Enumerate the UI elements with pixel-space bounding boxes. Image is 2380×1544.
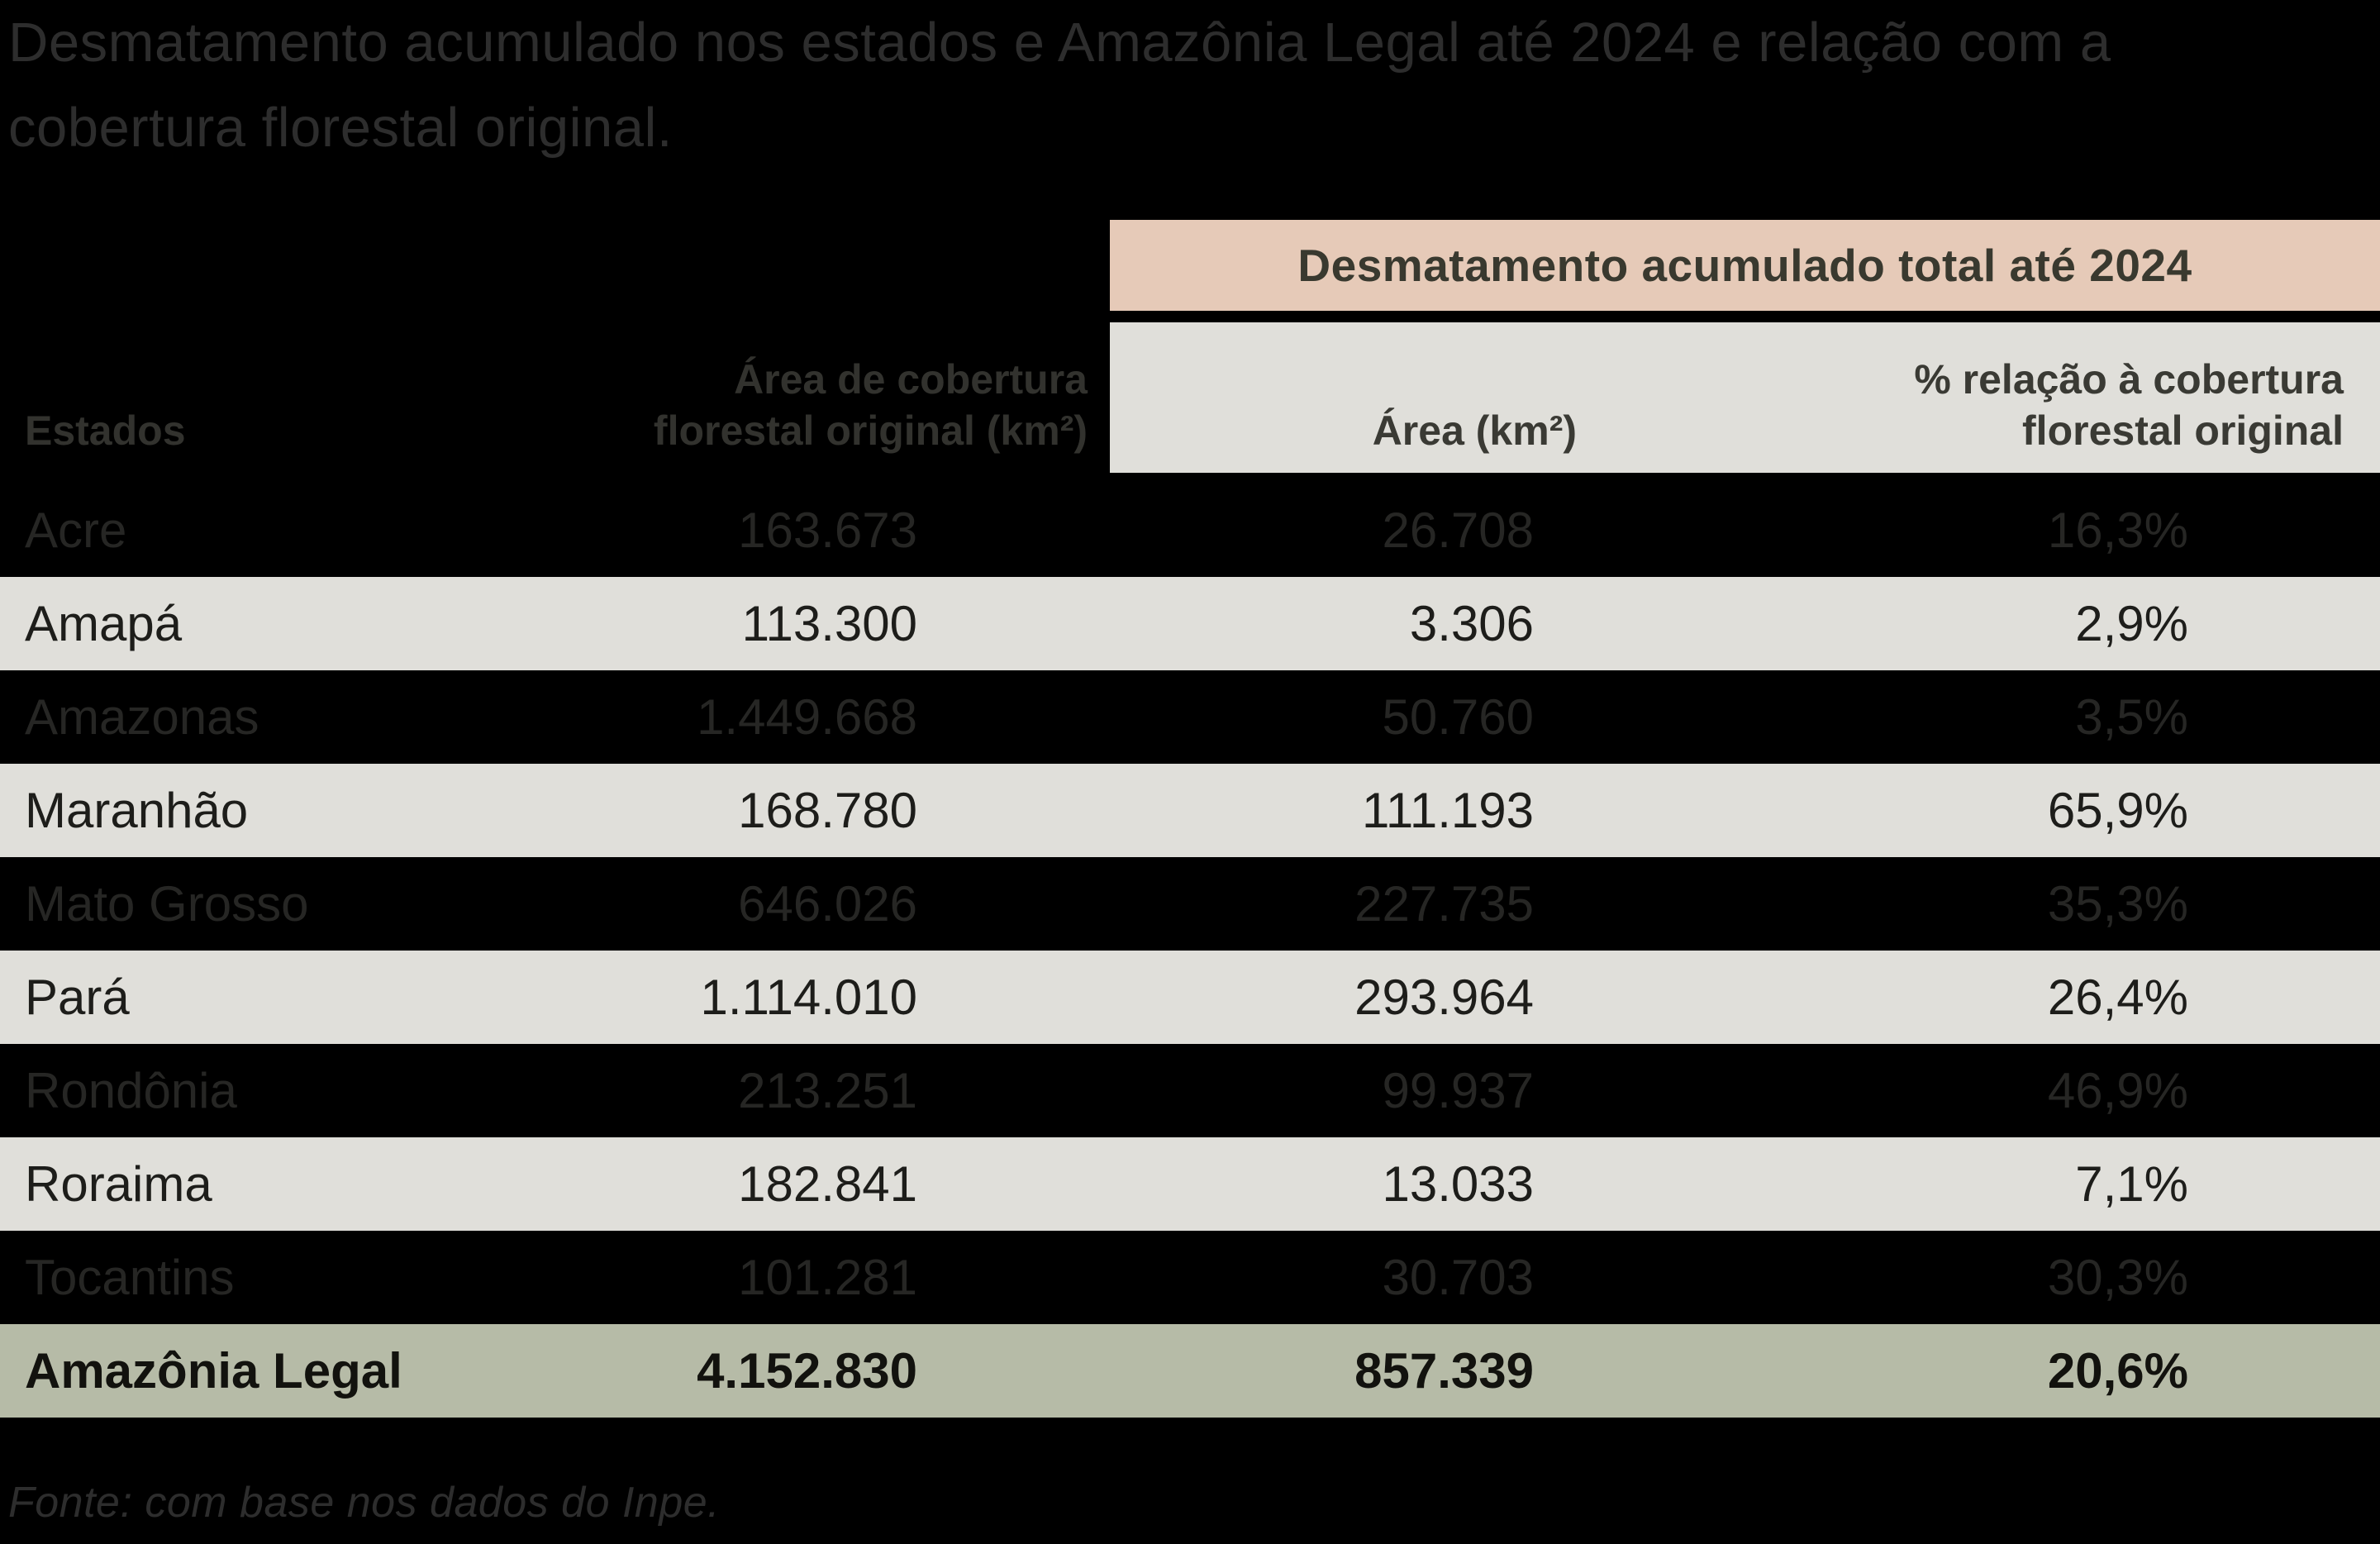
table-row-para: Pará 1.114.010 293.964 26,4%	[0, 951, 2380, 1044]
table-row-maranhao: Maranhão 168.780 111.193 65,9%	[0, 764, 2380, 857]
deforested-area-cell: 30.703	[1382, 1250, 1534, 1305]
table-row-rondonia: Rondônia 213.251 99.937 46,9%	[0, 1044, 2380, 1137]
percent-cell: 2,9%	[2075, 596, 2188, 651]
percent-cell: 46,9%	[2047, 1063, 2188, 1118]
chart-title: Desmatamento acumulado nos estados e Ama…	[8, 12, 2111, 159]
table-header-row: Estados Área de cobertura florestal orig…	[0, 322, 2380, 473]
original-cover-cell: 168.780	[738, 783, 917, 838]
state-cell: Amapá	[25, 596, 183, 651]
state-cell: Roraima	[25, 1156, 212, 1212]
state-cell: Tocantins	[25, 1250, 235, 1305]
column-header-estados: Estados	[25, 407, 186, 454]
deforested-area-cell: 111.193	[1362, 783, 1534, 838]
deforested-area-cell: 293.964	[1354, 970, 1534, 1025]
deforested-area-cell: 99.937	[1382, 1063, 1534, 1118]
source-note: Fonte: com base nos dados do Inpe.	[8, 1479, 721, 1527]
table-row-amazonia-legal-total: Amazônia Legal 4.152.830 857.339 20,6%	[0, 1324, 2380, 1418]
group-header-band: Desmatamento acumulado total até 2024	[1110, 220, 2380, 311]
state-cell: Rondônia	[25, 1063, 237, 1118]
original-cover-cell: 1.449.668	[697, 689, 917, 745]
deforested-area-cell: 857.339	[1354, 1343, 1534, 1399]
table-row-roraima: Roraima 182.841 13.033 7,1%	[0, 1137, 2380, 1231]
table-row-amapa: Amapá 113.300 3.306 2,9%	[0, 577, 2380, 670]
original-cover-cell: 163.673	[738, 503, 917, 558]
table-row-tocantins: Tocantins 101.281 30.703 30,3%	[0, 1231, 2380, 1324]
original-cover-cell: 101.281	[738, 1250, 917, 1305]
percent-cell: 16,3%	[2047, 503, 2188, 558]
column-header-cobertura-original: Área de cobertura florestal original (km…	[653, 356, 1088, 454]
group-header-label: Desmatamento acumulado total até 2024	[1297, 240, 2192, 291]
deforested-area-cell: 227.735	[1354, 876, 1534, 932]
deforested-area-cell: 3.306	[1409, 596, 1534, 651]
original-cover-cell: 213.251	[738, 1063, 917, 1118]
state-cell: Amazônia Legal	[25, 1343, 402, 1399]
state-cell: Mato Grosso	[25, 876, 309, 932]
table-row-amazonas: Amazonas 1.449.668 50.760 3,5%	[0, 670, 2380, 764]
column-header-area: Área (km²)	[1110, 322, 1595, 473]
state-cell: Acre	[25, 503, 127, 558]
state-cell: Amazonas	[25, 689, 259, 745]
table-row-mato-grosso: Mato Grosso 646.026 227.735 35,3%	[0, 857, 2380, 951]
deforested-area-cell: 26.708	[1382, 503, 1534, 558]
percent-cell: 26,4%	[2047, 970, 2188, 1025]
column-header-pct: % relação à cobertura florestal original	[1595, 322, 2380, 473]
percent-cell: 30,3%	[2047, 1250, 2188, 1305]
percent-cell: 35,3%	[2047, 876, 2188, 932]
percent-cell: 20,6%	[2047, 1343, 2188, 1399]
percent-cell: 7,1%	[2075, 1156, 2188, 1212]
deforested-area-cell: 13.033	[1382, 1156, 1534, 1212]
table-body: Acre 163.673 26.708 16,3% Amapá 113.300 …	[0, 484, 2380, 1418]
deforested-area-cell: 50.760	[1382, 689, 1534, 745]
original-cover-cell: 4.152.830	[697, 1343, 917, 1399]
original-cover-cell: 113.300	[741, 596, 917, 651]
original-cover-cell: 1.114.010	[700, 970, 917, 1025]
percent-cell: 65,9%	[2047, 783, 2188, 838]
percent-cell: 3,5%	[2075, 689, 2188, 745]
state-cell: Pará	[25, 970, 130, 1025]
original-cover-cell: 646.026	[738, 876, 917, 932]
state-cell: Maranhão	[25, 783, 249, 838]
table-row-acre: Acre 163.673 26.708 16,3%	[0, 484, 2380, 577]
original-cover-cell: 182.841	[738, 1156, 917, 1212]
